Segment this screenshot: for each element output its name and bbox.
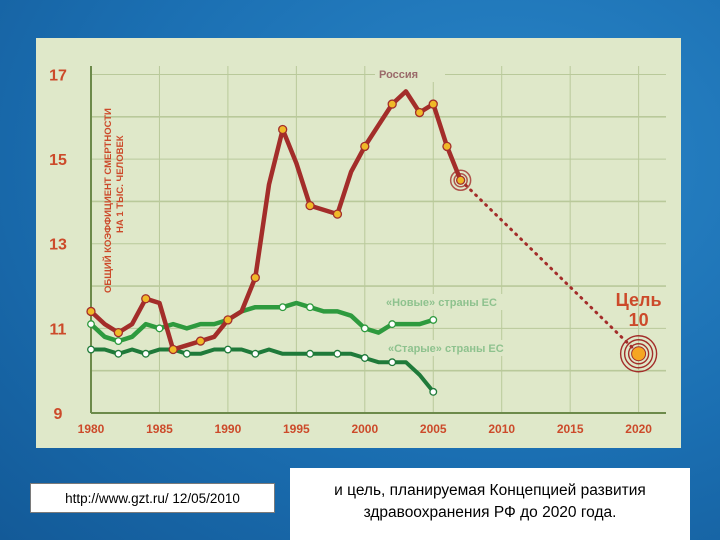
series-label-old_eu: «Старые» страны ЕС — [388, 343, 504, 355]
data-point-new_eu — [155, 324, 164, 333]
data-point-old_eu — [306, 349, 314, 358]
data-point-russia — [387, 99, 397, 109]
target-value-label: 10 — [629, 310, 649, 330]
data-point-russia — [360, 141, 370, 152]
data-point-new_eu — [429, 315, 438, 324]
data-point-russia — [141, 294, 151, 304]
mortality-chart: 1980 1985 1990 1995 2000 2005 2010 2015 2020 9 11 1… — [49, 66, 666, 436]
x-tick-label: 1980 — [78, 422, 105, 436]
x-tick-label: 2015 — [557, 422, 584, 436]
y-tick-label: 11 — [50, 321, 67, 338]
series-label-russia: Россия — [379, 69, 418, 81]
y-tick-label: 9 — [54, 406, 63, 423]
data-point-new_eu — [278, 303, 287, 312]
data-point-russia — [86, 306, 96, 317]
data-point-old_eu — [182, 349, 191, 358]
data-point-old_eu — [114, 349, 123, 358]
data-point-russia — [455, 175, 466, 185]
series-line-new_eu — [88, 300, 436, 344]
data-point-russia — [195, 336, 206, 346]
series-label-bg — [382, 294, 532, 310]
data-point-russia — [442, 141, 452, 152]
x-tick-label: 1985 — [146, 422, 173, 436]
data-point-new_eu — [388, 320, 397, 329]
russia-end-ring — [449, 169, 472, 192]
data-point-russia — [250, 272, 260, 283]
y-axis-label: ОБЩИЙ КОЭФФИЦИЕНТ СМЕРТНОСТИ — [102, 108, 114, 293]
x-tick-label: 2000 — [351, 422, 378, 436]
caption: и цель, планируемая Концепцией развития … — [290, 468, 690, 540]
x-tick-label: 1995 — [283, 422, 310, 436]
data-point-new_eu — [114, 337, 123, 346]
russia-end-ring — [453, 173, 468, 188]
chart-panel: 1980 1985 1990 1995 2000 2005 2010 2015 2020 9 11 1… — [36, 38, 681, 448]
data-point-russia — [332, 209, 343, 219]
data-point-old_eu — [333, 349, 342, 358]
source-link[interactable]: http://www.gzt.ru/ 12/05/2010 — [30, 483, 275, 513]
target-ring — [627, 343, 650, 365]
data-point-old_eu — [429, 387, 438, 396]
y-axis-label: НА 1 ТЫС. ЧЕЛОВЕК — [115, 135, 126, 233]
data-point-russia — [428, 99, 438, 109]
data-point-new_eu — [360, 324, 369, 333]
series-label-bg — [384, 340, 534, 356]
y-tick-label: 13 — [49, 237, 67, 254]
target-ring — [619, 335, 658, 373]
target-point — [631, 346, 647, 362]
series-label-bg — [375, 66, 445, 82]
data-point-russia — [168, 344, 178, 355]
data-point-old_eu — [251, 349, 260, 358]
data-point-old_eu — [223, 345, 232, 354]
data-point-russia — [278, 124, 288, 135]
x-tick-label: 2005 — [420, 422, 447, 436]
x-tick-label: 1990 — [215, 422, 242, 436]
series-line-russia — [88, 89, 463, 352]
data-point-old_eu — [388, 358, 397, 367]
target-label: Цель — [616, 290, 662, 310]
caption-line-1: и цель, планируемая Концепцией развития — [334, 482, 646, 499]
data-point-russia — [414, 107, 425, 118]
source-text: http://www.gzt.ru/ 12/05/2010 — [65, 490, 240, 506]
data-point-russia — [223, 315, 233, 325]
data-point-russia — [305, 200, 315, 211]
x-tick-label: 2010 — [488, 422, 515, 436]
y-tick-label: 15 — [49, 152, 67, 169]
data-point-old_eu — [141, 349, 150, 358]
data-point-new_eu — [87, 320, 95, 329]
data-point-old_eu — [360, 354, 369, 362]
data-point-new_eu — [306, 303, 314, 312]
data-point-russia — [113, 327, 124, 338]
caption-line-2: здравоохранения РФ до 2020 года. — [363, 504, 617, 521]
target-path — [459, 178, 641, 356]
target-ring — [623, 339, 654, 369]
series-label-new_eu: «Новые» страны ЕС — [386, 297, 497, 309]
data-point-old_eu — [87, 345, 95, 354]
x-tick-label: 2020 — [625, 422, 652, 436]
y-tick-label: 17 — [49, 67, 67, 84]
